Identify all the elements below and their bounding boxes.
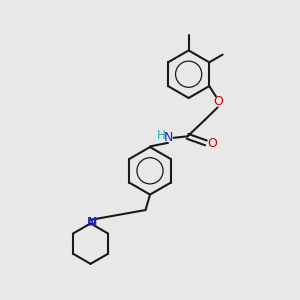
Text: N: N: [164, 131, 173, 144]
Text: O: O: [208, 137, 218, 150]
Text: H: H: [157, 129, 166, 142]
Text: N: N: [87, 216, 97, 229]
Text: O: O: [213, 95, 223, 108]
